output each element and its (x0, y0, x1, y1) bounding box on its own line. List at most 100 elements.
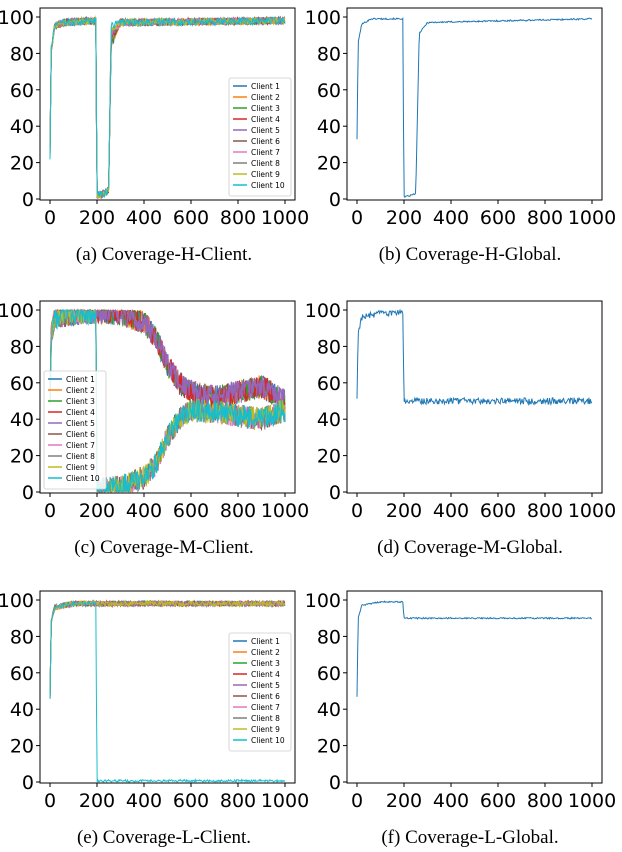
legend-label-client-5: Client 5 (66, 419, 95, 428)
legend-label-client-7: Client 7 (251, 703, 280, 712)
caption-d: (d) Coverage-M-Global. (377, 537, 563, 558)
legend-label-client-10: Client 10 (251, 736, 285, 745)
x-tick-label: 400 (433, 207, 469, 229)
legend-label-client-9: Client 9 (251, 725, 280, 734)
y-tick-label: 60 (10, 663, 34, 685)
y-tick-label: 60 (317, 80, 341, 102)
y-tick-label: 80 (317, 43, 341, 65)
legend-label-client-8: Client 8 (251, 714, 280, 723)
x-tick-label: 200 (386, 500, 422, 522)
legend-label-client-7: Client 7 (66, 441, 95, 450)
y-tick-label: 0 (329, 189, 341, 211)
x-tick-label: 200 (79, 790, 115, 812)
legend-label-client-1: Client 1 (66, 375, 95, 384)
x-tick-label: 800 (527, 500, 563, 522)
y-tick-label: 40 (317, 699, 341, 721)
series-line-global (356, 17, 593, 199)
y-tick-label: 80 (317, 626, 341, 648)
y-tick-label: 60 (317, 373, 341, 395)
plot-frame (346, 590, 603, 784)
y-tick-label: 60 (10, 373, 34, 395)
y-tick-label: 20 (317, 153, 341, 175)
x-tick-label: 0 (351, 207, 363, 229)
y-tick-label: 20 (10, 153, 34, 175)
legend-label-client-2: Client 2 (251, 93, 280, 102)
legend-label-client-10: Client 10 (251, 181, 285, 190)
legend: Client 1 Client 2 Client 3 Client 4 Client 5… (228, 77, 292, 197)
x-tick-label: 200 (386, 207, 422, 229)
x-tick-label: 0 (44, 207, 56, 229)
x-tick-label: 800 (220, 790, 256, 812)
series-line-client-10 (49, 600, 286, 783)
legend: Client 1 Client 2 Client 3 Client 4 Client 5… (43, 370, 107, 490)
x-tick-label: 1000 (568, 790, 616, 812)
legend-label-client-6: Client 6 (251, 137, 280, 146)
y-tick-label: 100 (0, 300, 34, 322)
legend-label-client-8: Client 8 (66, 452, 95, 461)
plot-frame (39, 590, 296, 784)
y-tick-label: 100 (305, 300, 341, 322)
x-tick-label: 600 (480, 207, 516, 229)
legend-label-client-10: Client 10 (66, 474, 100, 483)
legend-label-client-3: Client 3 (251, 659, 280, 668)
x-tick-label: 600 (480, 500, 516, 522)
y-tick-label: 40 (10, 409, 34, 431)
legend-label-client-9: Client 9 (66, 463, 95, 472)
y-tick-label: 100 (0, 590, 34, 612)
y-tick-label: 0 (22, 482, 34, 504)
x-tick-label: 200 (386, 790, 422, 812)
y-tick-label: 60 (317, 663, 341, 685)
x-tick-label: 400 (433, 790, 469, 812)
legend: Client 1 Client 2 Client 3 Client 4 Client 5… (228, 632, 292, 752)
caption-c: (c) Coverage-M-Client. (74, 537, 254, 558)
caption-b: (b) Coverage-H-Global. (378, 244, 562, 265)
legend-label-client-5: Client 5 (251, 681, 280, 690)
x-tick-label: 600 (173, 790, 209, 812)
x-tick-label: 200 (79, 207, 115, 229)
y-tick-label: 80 (10, 626, 34, 648)
x-tick-label: 400 (433, 500, 469, 522)
x-tick-label: 600 (173, 207, 209, 229)
y-tick-label: 80 (317, 336, 341, 358)
caption-f: (f) Coverage-L-Global. (381, 827, 559, 848)
y-tick-label: 60 (10, 80, 34, 102)
y-tick-label: 100 (0, 7, 34, 29)
y-tick-label: 20 (317, 736, 341, 758)
legend-label-client-3: Client 3 (66, 397, 95, 406)
x-tick-label: 1000 (568, 500, 616, 522)
plot-frame (39, 300, 296, 494)
x-tick-label: 800 (527, 790, 563, 812)
legend-label-client-3: Client 3 (251, 104, 280, 113)
x-tick-label: 600 (480, 790, 516, 812)
y-tick-label: 0 (22, 189, 34, 211)
x-tick-label: 600 (173, 500, 209, 522)
series-line-client-9 (49, 599, 286, 699)
y-tick-label: 0 (329, 772, 341, 794)
plot-frame (39, 7, 296, 201)
x-tick-label: 1000 (568, 207, 616, 229)
y-tick-label: 20 (10, 736, 34, 758)
series-line-client-10 (49, 16, 286, 199)
x-tick-label: 0 (44, 790, 56, 812)
legend-label-client-6: Client 6 (66, 430, 95, 439)
x-tick-label: 0 (351, 500, 363, 522)
series-line-global (356, 600, 592, 697)
legend-label-client-8: Client 8 (251, 159, 280, 168)
legend-label-client-1: Client 1 (251, 637, 280, 646)
x-tick-label: 1000 (261, 500, 309, 522)
x-tick-label: 800 (527, 207, 563, 229)
x-tick-label: 800 (220, 500, 256, 522)
legend-label-client-2: Client 2 (66, 386, 95, 395)
legend-label-client-7: Client 7 (251, 148, 280, 157)
legend-label-client-4: Client 4 (251, 670, 280, 679)
x-tick-label: 400 (126, 500, 162, 522)
legend-label-client-4: Client 4 (251, 115, 280, 124)
caption-e: (e) Coverage-L-Client. (76, 827, 252, 848)
